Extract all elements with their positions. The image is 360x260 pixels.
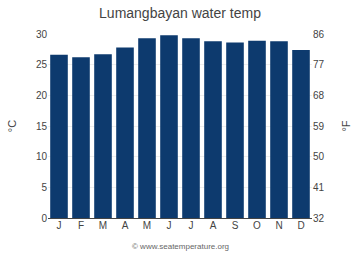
- svg-text:0: 0: [41, 213, 47, 224]
- svg-text:J: J: [189, 220, 194, 231]
- svg-text:D: D: [297, 220, 304, 231]
- svg-text:86: 86: [313, 29, 325, 40]
- svg-text:© www.seatemperature.org: © www.seatemperature.org: [132, 242, 229, 251]
- svg-text:68: 68: [313, 90, 325, 101]
- svg-text:O: O: [253, 220, 261, 231]
- svg-text:F: F: [78, 220, 84, 231]
- svg-text:5: 5: [41, 182, 47, 193]
- svg-text:25: 25: [36, 59, 48, 70]
- svg-text:A: A: [122, 220, 129, 231]
- svg-text:M: M: [143, 220, 151, 231]
- svg-text:°C: °C: [6, 120, 18, 132]
- svg-text:Lumangbayan water temp: Lumangbayan water temp: [99, 5, 261, 21]
- svg-text:77: 77: [313, 59, 325, 70]
- svg-text:20: 20: [36, 90, 48, 101]
- svg-text:30: 30: [36, 29, 48, 40]
- svg-text:15: 15: [36, 121, 48, 132]
- svg-text:50: 50: [313, 151, 325, 162]
- svg-text:41: 41: [313, 182, 325, 193]
- svg-text:59: 59: [313, 121, 325, 132]
- svg-text:10: 10: [36, 151, 48, 162]
- svg-text:J: J: [167, 220, 172, 231]
- svg-text:M: M: [99, 220, 107, 231]
- svg-text:32: 32: [313, 213, 325, 224]
- svg-text:S: S: [232, 220, 239, 231]
- svg-text:J: J: [57, 220, 62, 231]
- svg-text:A: A: [210, 220, 217, 231]
- svg-text:N: N: [275, 220, 282, 231]
- svg-text:°F: °F: [340, 120, 352, 131]
